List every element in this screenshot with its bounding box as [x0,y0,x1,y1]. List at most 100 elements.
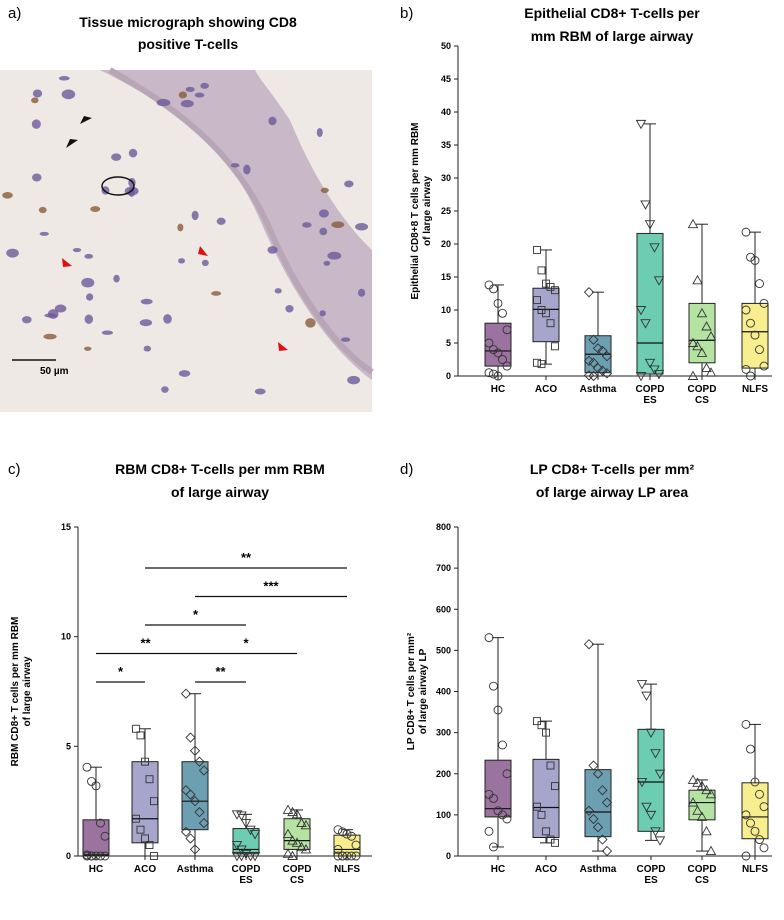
data-point [551,838,559,847]
data-point [249,830,261,840]
data-point [755,789,764,799]
nucleus [268,116,277,126]
x-tick-label: ACO [134,864,156,875]
data-point [687,797,699,807]
data-point [650,827,661,837]
box [532,758,560,838]
data-point [82,762,92,772]
data-point [588,813,599,825]
data-point [696,347,708,357]
data-point [755,345,764,355]
y-axis-label: of large airway [422,176,433,246]
nucleus [216,217,226,225]
data-point [597,365,608,376]
nucleus [302,222,312,228]
box [181,761,209,831]
data-point [185,789,196,800]
data-point [542,728,550,737]
y-axis-label: of large airway LP [418,648,429,734]
nucleus [320,187,329,194]
data-point [701,362,712,373]
panel-label: c) [8,461,21,478]
box [131,761,159,844]
data-point [705,845,717,856]
data-point [282,828,294,839]
data-point [645,728,657,739]
data-point [282,848,294,858]
data-point [592,362,604,374]
data-point [502,814,512,824]
data-point [692,340,703,351]
data-point [249,852,261,862]
data-point [750,826,760,836]
black-arrow [66,116,92,148]
nucleus [6,248,19,258]
x-tick-label: Asthma [177,864,214,875]
nucleus [305,318,316,328]
data-point [755,835,764,844]
data-point [705,367,717,377]
data-point [498,308,507,318]
y-tick-label: 20 [441,239,451,249]
data-point [198,765,210,776]
nucleus [143,345,152,352]
data-point [636,680,648,690]
data-point [493,298,503,308]
data-point [741,810,751,820]
panel-label: a) [8,5,21,22]
data-point [87,776,96,786]
nucleus [347,375,361,385]
data-point [597,345,608,357]
data-point [338,827,347,837]
micrograph: 50 µm [0,67,374,412]
data-point [551,342,559,351]
y-tick-label: 15 [61,522,71,532]
epithelium [100,70,372,380]
x-tick-label: ES [643,395,657,406]
data-point [692,777,703,787]
nucleus [267,246,278,254]
data-point [189,796,201,807]
data-point [597,785,608,796]
nucleus [111,153,122,161]
data-point [489,345,498,355]
nucleus [161,386,169,393]
nucleus [254,388,266,395]
x-tick-label: ACO [535,864,557,875]
nucleus [191,210,199,221]
y-tick-label: 800 [436,522,451,532]
data-point [240,819,252,829]
significance-label: ** [140,636,151,651]
data-point [583,805,595,816]
nucleus [177,223,184,232]
data-point [132,814,140,823]
nucleus [344,180,354,188]
data-point [342,851,352,861]
data-point [489,681,498,691]
nucleus [156,98,171,107]
data-point [489,793,498,803]
x-tick-label: COPD [688,864,717,875]
y-tick-label: 600 [436,604,451,614]
nucleus [47,309,59,319]
data-point [583,370,595,381]
box [636,232,664,375]
y-tick-label: 0 [446,371,451,381]
nucleus [178,91,187,99]
data-point [636,778,648,788]
box [584,769,612,838]
y-tick-label: 0 [446,851,451,861]
data-point [236,852,247,862]
data-point [489,369,498,379]
data-point [291,808,303,819]
data-point [759,361,769,371]
nucleus [31,97,39,104]
data-point [189,844,201,855]
data-point [741,719,751,729]
data-point [640,200,651,210]
data-point [493,371,503,381]
data-point [484,826,494,836]
data-point [198,817,210,829]
data-point [601,845,613,857]
data-point [287,850,298,860]
